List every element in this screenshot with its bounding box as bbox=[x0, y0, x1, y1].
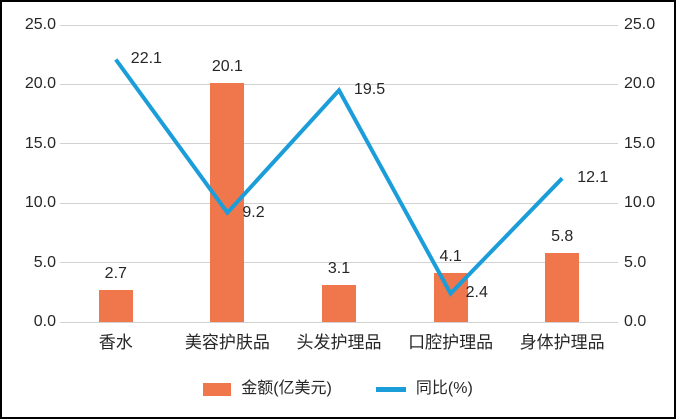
bar bbox=[322, 285, 356, 322]
bar bbox=[545, 253, 580, 322]
bar-value-label: 20.1 bbox=[211, 58, 243, 76]
line-value-label: 2.4 bbox=[465, 284, 488, 302]
bar-value-label: 5.8 bbox=[551, 228, 574, 246]
y-axis-left-tick: 5.0 bbox=[33, 253, 56, 271]
bar bbox=[433, 273, 468, 322]
gridline bbox=[60, 24, 618, 26]
bar-value-label: 2.7 bbox=[104, 264, 127, 282]
x-axis-label: 身体护理品 bbox=[519, 333, 605, 352]
y-axis-left-tick: 20.0 bbox=[24, 75, 56, 93]
line-value-label: 12.1 bbox=[577, 169, 609, 187]
y-axis-left-tick: 10.0 bbox=[24, 194, 56, 212]
y-axis-right-tick: 25.0 bbox=[624, 16, 656, 33]
line-value-label: 22.1 bbox=[130, 50, 162, 68]
line-value-label: 9.2 bbox=[242, 203, 265, 221]
legend-bar-swatch-icon bbox=[203, 382, 232, 396]
legend: 金额(亿美元) 同比(%) bbox=[2, 374, 674, 404]
gridline bbox=[60, 83, 618, 85]
gridline bbox=[60, 143, 618, 145]
x-axis-label: 头发护理品 bbox=[296, 333, 382, 352]
y-axis-left-tick: 15.0 bbox=[24, 134, 56, 152]
legend-label-yoy: 同比(%) bbox=[415, 380, 473, 397]
legend-item-yoy: 同比(%) bbox=[375, 379, 473, 399]
y-axis-right-tick: 10.0 bbox=[624, 194, 656, 212]
legend-line-swatch-icon bbox=[375, 386, 406, 392]
y-axis-left-tick: 25.0 bbox=[24, 16, 56, 33]
bar-value-label: 4.1 bbox=[439, 248, 462, 266]
gridline bbox=[60, 202, 618, 204]
legend-label-amount: 金额(亿美元) bbox=[241, 380, 332, 397]
gridline bbox=[60, 321, 618, 323]
bar-value-label: 3.1 bbox=[327, 260, 351, 278]
y-axis-right-tick: 15.0 bbox=[624, 134, 656, 152]
x-axis-label: 口腔护理品 bbox=[408, 333, 494, 352]
y-axis-right-tick: 0.0 bbox=[624, 313, 647, 330]
y-axis-right-tick: 5.0 bbox=[624, 253, 647, 271]
legend-item-amount: 金额(亿美元) bbox=[203, 379, 332, 399]
y-axis-left-tick: 0.0 bbox=[33, 313, 56, 330]
y-axis-right-tick: 20.0 bbox=[624, 75, 656, 93]
x-axis-label: 香水 bbox=[98, 333, 133, 352]
line-value-label: 19.5 bbox=[354, 81, 386, 99]
bar bbox=[210, 83, 245, 322]
x-axis-label: 美容护肤品 bbox=[184, 333, 270, 352]
bar bbox=[98, 289, 133, 322]
